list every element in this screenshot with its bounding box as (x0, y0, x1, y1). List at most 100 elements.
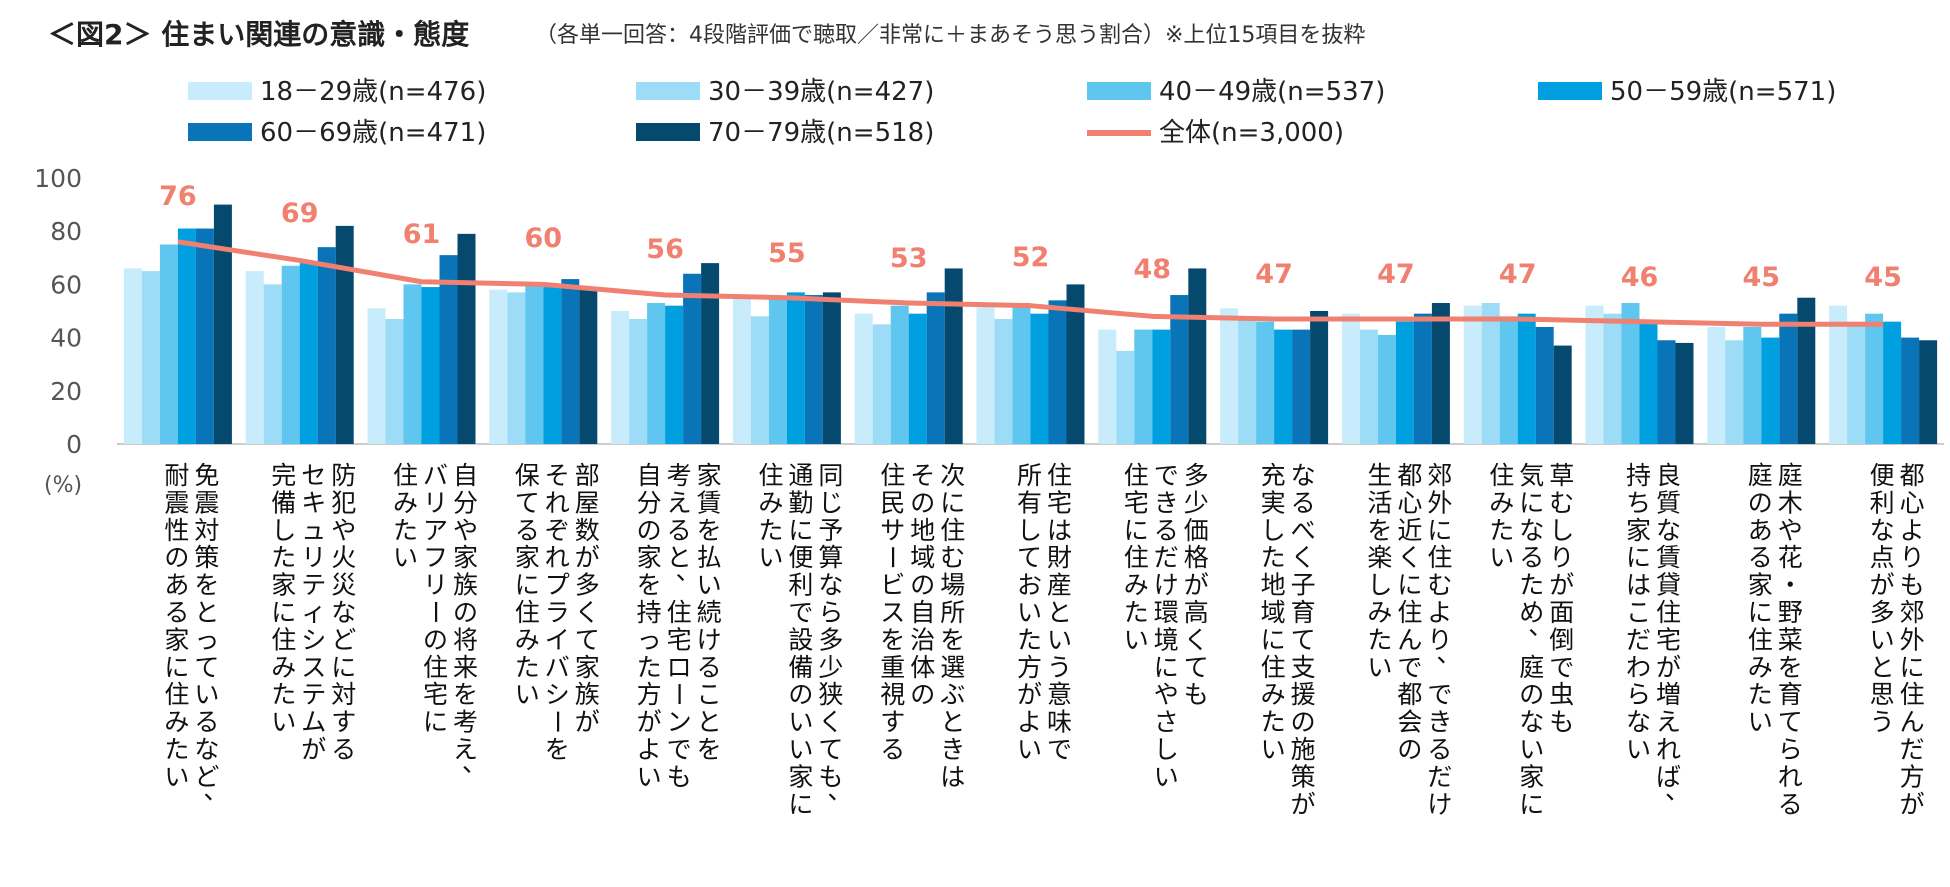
category-label-char: の (910, 571, 935, 600)
category-label-char: 宅 (423, 680, 448, 709)
category-label-char: ン (667, 708, 692, 737)
category-label-char: 宅 (1124, 488, 1149, 517)
category-label-char: 性 (164, 516, 189, 545)
category-label-char: く (1397, 543, 1422, 572)
bar (403, 284, 422, 444)
category-label-char: た (393, 516, 418, 545)
bar (1621, 303, 1640, 444)
category-label-char: み (1261, 680, 1286, 709)
category-label-char: る (697, 653, 722, 682)
category-label-char: 住 (1261, 653, 1286, 682)
category-label-char: で (1549, 653, 1574, 682)
bar (629, 318, 648, 444)
bar (1517, 313, 1536, 444)
category-label-char: え (453, 735, 478, 764)
total-value-label: 47 (1377, 259, 1415, 290)
category-label-char: れ (1656, 735, 1681, 764)
category-label-char: た (637, 653, 662, 682)
bar (854, 313, 873, 444)
category-label-char: や (453, 516, 478, 545)
category-label-char: 多 (1870, 598, 1895, 627)
category-label-char: に (164, 653, 189, 682)
category-label-char: 考 (667, 461, 692, 490)
category-label-char: い (1748, 708, 1773, 737)
bar (1707, 326, 1726, 444)
category-label-char: 治 (910, 625, 935, 654)
category-label-char: や (1778, 516, 1803, 545)
legend-label: 18－29歳(n=476) (260, 77, 486, 107)
total-value-label: 47 (1499, 259, 1537, 290)
category-label-char: き (1154, 488, 1179, 517)
category-label-char: 、 (676, 557, 701, 586)
category-label-char: け (1427, 790, 1452, 819)
category-label-char: 火 (331, 543, 356, 572)
total-value-label: 60 (525, 223, 563, 254)
category-label-char: れ (1778, 762, 1803, 791)
bar (1030, 313, 1049, 444)
category-label-char: 多 (818, 625, 843, 654)
category-label-char: 子 (1291, 571, 1316, 600)
category-label-char: し (1261, 516, 1286, 545)
category-label-char: 数 (575, 516, 600, 545)
category-label-char: 住 (1900, 680, 1925, 709)
category-label-char: ス (880, 598, 905, 627)
category-label-char: 次 (940, 461, 965, 490)
category-label-char: に (515, 571, 540, 600)
bar (385, 318, 404, 444)
category-label-char: 家 (515, 543, 540, 572)
category-label-char: 自 (637, 461, 662, 490)
category-label-char: み (271, 653, 296, 682)
category-label-char: 支 (1291, 653, 1316, 682)
bar (299, 263, 318, 444)
category-label-char: だ (1900, 735, 1925, 764)
category-label-char: サ (880, 516, 905, 545)
category-label-char: い (271, 708, 296, 737)
category-label-char: み (164, 708, 189, 737)
category-label-char: に (1626, 543, 1651, 572)
category-label-char: の (637, 516, 662, 545)
category-label-char: 設 (788, 625, 813, 654)
category-label-char: だ (1626, 625, 1651, 654)
category-label-char: が (1291, 790, 1316, 819)
legend-label: 全体(n=3,000) (1159, 118, 1344, 148)
total-value-label: 45 (1864, 262, 1902, 293)
total-value-label: 56 (646, 234, 684, 265)
bar (683, 273, 702, 444)
bar (1134, 329, 1153, 444)
bar (750, 316, 769, 444)
category-label-char: る (164, 598, 189, 627)
category-label-char: い (194, 680, 219, 709)
bar (1098, 329, 1117, 444)
bar (1463, 305, 1482, 444)
category-label-char: と (1047, 598, 1072, 627)
category-label-char: も (1900, 571, 1925, 600)
bar (1341, 313, 1360, 444)
bar (1413, 313, 1432, 444)
bar (195, 228, 214, 444)
category-label-char: を (940, 625, 965, 654)
category-label-char: 住 (1427, 543, 1452, 572)
category-label-char: 価 (1184, 516, 1209, 545)
bar (1657, 340, 1676, 444)
category-label-char: に (271, 598, 296, 627)
category-label-char: 持 (637, 598, 662, 627)
category-label-char: た (1017, 625, 1042, 654)
category-label-char: お (1017, 571, 1042, 600)
category-label-char: 面 (1549, 598, 1574, 627)
bar (1188, 268, 1207, 444)
category-label-char: 地 (910, 516, 935, 545)
category-label-char: 意 (1047, 680, 1072, 709)
category-label-char: 活 (1367, 488, 1392, 517)
category-label-char: 予 (818, 516, 843, 545)
category-label-char: 賃 (1656, 543, 1681, 572)
bar (994, 318, 1013, 444)
category-label-char: 分 (637, 488, 662, 517)
bar (1725, 340, 1744, 444)
category-label-char: い (758, 543, 783, 572)
bar (245, 271, 264, 444)
category-label-char: ー (542, 709, 571, 734)
category-label-char: 選 (940, 653, 965, 682)
bar (543, 287, 562, 444)
category-label-char: 分 (453, 488, 478, 517)
